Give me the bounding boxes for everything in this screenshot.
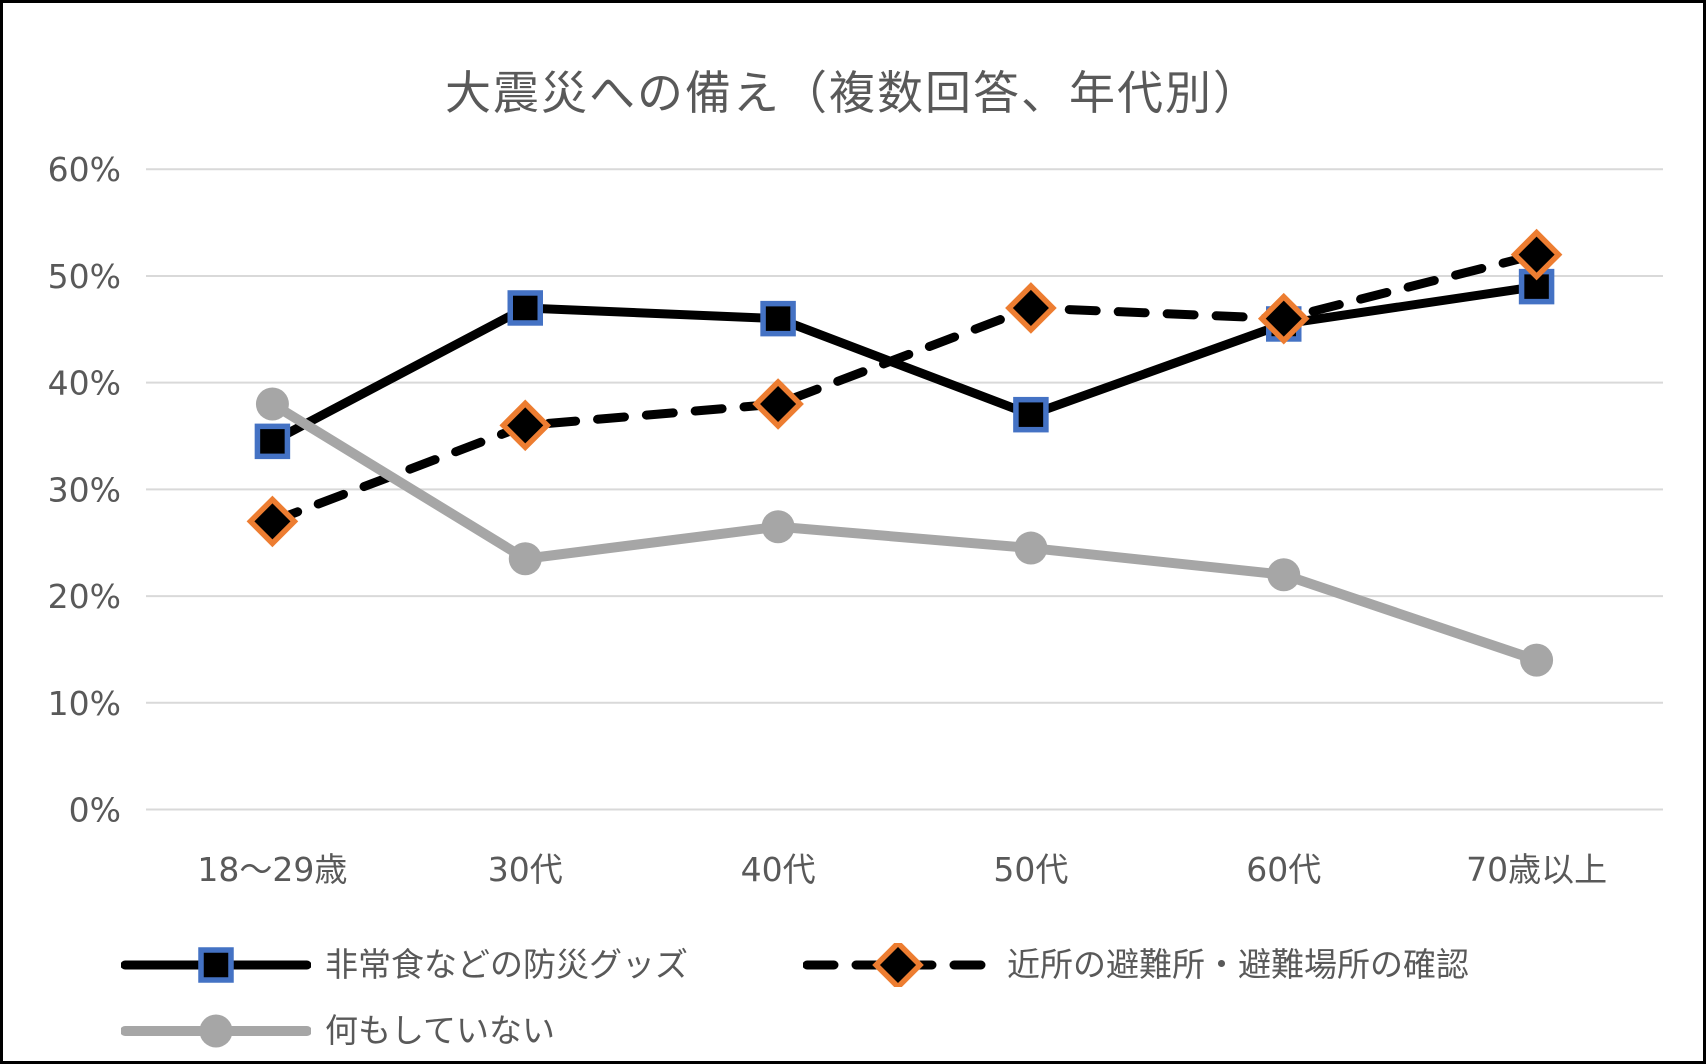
series-3 [255, 387, 1554, 677]
x-axis-tick-label: 70歳以上 [1466, 850, 1607, 889]
data-point-marker [198, 947, 234, 983]
data-point-marker [246, 495, 299, 548]
legend-item-1: 非常食などの防災グッズ [121, 943, 688, 987]
y-axis-tick-label: 20% [48, 577, 121, 616]
legend-key-square-icon [121, 947, 311, 983]
data-point-marker [872, 943, 924, 987]
data-point-marker [1267, 558, 1301, 592]
data-point-marker [1510, 228, 1563, 281]
y-axis-tick-label: 60% [48, 150, 121, 189]
data-point-marker [752, 378, 804, 430]
y-axis-tick-label: 40% [48, 364, 121, 403]
data-point-marker [1520, 643, 1554, 677]
data-point-marker [1013, 396, 1049, 433]
legend-label: 近所の避難所・避難場所の確認 [1007, 945, 1469, 984]
y-axis-tick-label: 30% [48, 470, 121, 509]
data-point-marker [1005, 282, 1057, 334]
series-line-1 [267, 282, 1542, 446]
data-point-marker [760, 300, 796, 337]
legend-key-circle-icon [121, 1014, 311, 1048]
data-point-marker [499, 399, 552, 452]
legend-item-3: 何もしていない [121, 1009, 555, 1053]
series-line-3 [267, 399, 1542, 666]
data-point-marker [199, 1014, 233, 1048]
plot-area: 0% 10% 20% 30% 40% 50% 60% 18〜29歳 30代 40代 50代 60代 70… [48, 150, 1663, 889]
y-axis-tick-label: 10% [48, 684, 121, 723]
x-axis-tick-label: 30代 [488, 850, 563, 889]
legend-label: 非常食などの防災グッズ [325, 945, 688, 984]
y-axis-tick-label: 50% [48, 257, 121, 296]
legend-item-2: 近所の避難所・避難場所の確認 [803, 943, 1469, 987]
chart-title: 大震災への備え（複数回答、年代別） [445, 66, 1261, 120]
x-axis-tick-label: 40代 [741, 850, 816, 889]
x-axis-tick-label: 60代 [1246, 850, 1321, 889]
data-point-marker [507, 290, 543, 326]
series-1 [254, 268, 1555, 460]
data-point-marker [254, 423, 291, 460]
x-axis-tick-label: 18〜29歳 [197, 850, 347, 889]
series-line-2 [267, 250, 1542, 526]
data-point-marker [1014, 531, 1048, 565]
legend-label: 何もしていない [325, 1011, 556, 1050]
data-point-marker [1257, 292, 1310, 345]
x-axis-tick-label: 50代 [993, 850, 1068, 889]
data-point-marker [255, 387, 289, 421]
series-2 [246, 228, 1563, 548]
y-axis-tick-label: 0% [69, 791, 121, 830]
legend-key-diamond-icon [803, 943, 993, 987]
data-point-marker [508, 542, 542, 576]
data-point-marker [761, 510, 795, 544]
